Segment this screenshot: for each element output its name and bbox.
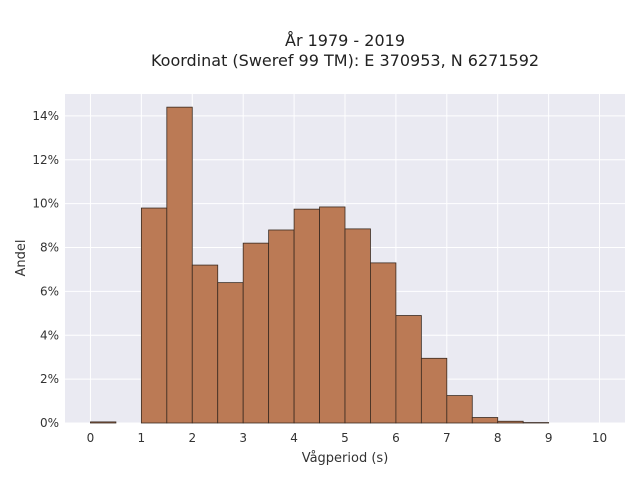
bar-11 [370, 262, 397, 424]
y-tick-label: 2% [40, 372, 59, 386]
bar-9 [319, 206, 346, 424]
chart-title-line2: Koordinat (Sweref 99 TM): E 370953, N 62… [151, 51, 539, 70]
bar-10 [344, 228, 371, 424]
x-tick-label: 1 [138, 431, 146, 445]
bar-8 [293, 208, 320, 424]
bar-0 [90, 421, 117, 424]
x-tick-label: 10 [592, 431, 607, 445]
y-axis-ticks: 0% 2% 4% 6% 8% 10% 12% 14% [32, 109, 59, 430]
bar-14 [446, 395, 473, 424]
bar-12 [395, 315, 422, 424]
bar-4 [191, 264, 219, 424]
y-tick-label: 0% [40, 416, 59, 430]
y-tick-label: 6% [40, 284, 59, 298]
x-tick-label: 3 [239, 431, 247, 445]
x-axis-label: Vågperiod (s) [302, 451, 389, 466]
x-tick-label: 9 [545, 431, 553, 445]
bar-2 [140, 207, 168, 424]
x-axis-ticks: 0 1 2 3 4 5 6 7 8 9 10 [87, 431, 608, 445]
y-tick-label: 12% [32, 153, 59, 167]
y-tick-label: 8% [40, 241, 59, 255]
y-tick-label: 14% [32, 109, 59, 123]
bar-6 [242, 242, 270, 424]
x-tick-label: 6 [392, 431, 400, 445]
bar-7 [268, 229, 295, 424]
x-tick-label: 2 [188, 431, 196, 445]
bar-13 [420, 357, 448, 424]
bar-5 [217, 282, 244, 424]
x-tick-label: 8 [494, 431, 502, 445]
x-tick-label: 0 [87, 431, 95, 445]
x-tick-label: 7 [443, 431, 451, 445]
chart-title-line1: År 1979 - 2019 [285, 31, 405, 50]
bar-16 [497, 420, 524, 424]
x-tick-label: 5 [341, 431, 349, 445]
bars [90, 106, 550, 424]
bar-3 [166, 106, 193, 424]
x-tick-label: 4 [290, 431, 298, 445]
y-axis-label: Andel [14, 240, 29, 277]
y-tick-label: 10% [32, 197, 59, 211]
y-tick-label: 4% [40, 328, 59, 342]
bar-15 [471, 417, 499, 424]
